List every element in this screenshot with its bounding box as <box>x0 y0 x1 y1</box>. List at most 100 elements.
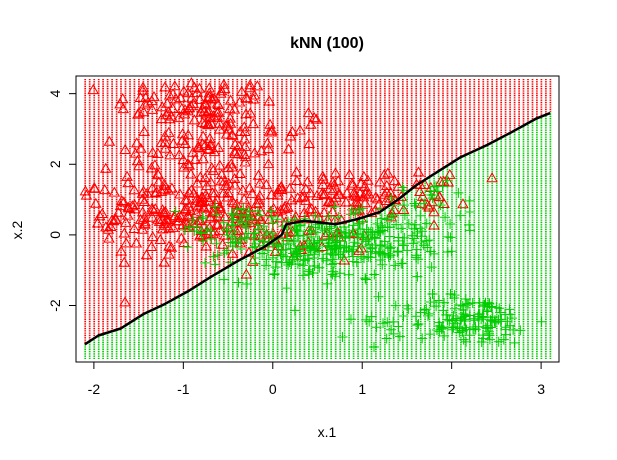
point-plus <box>365 227 376 238</box>
point-plus <box>276 257 287 268</box>
point-plus <box>393 246 404 257</box>
point-plus <box>219 274 230 285</box>
point-plus <box>329 258 340 269</box>
point-plus <box>444 315 455 326</box>
point-triangle <box>215 87 227 98</box>
point-plus <box>423 308 434 319</box>
point-triangle <box>266 124 278 135</box>
point-plus <box>445 219 456 230</box>
point-triangle <box>158 256 171 267</box>
point-plus <box>394 331 405 342</box>
point-triangle <box>217 187 230 198</box>
point-plus <box>455 315 466 326</box>
point-plus <box>421 304 432 315</box>
point-triangle <box>187 97 200 108</box>
point-triangle <box>138 125 150 136</box>
point-triangle <box>224 103 236 114</box>
point-triangle <box>233 140 245 151</box>
point-triangle <box>230 225 243 236</box>
point-triangle <box>148 91 160 102</box>
point-triangle <box>224 112 236 123</box>
point-plus <box>200 257 211 268</box>
point-triangle <box>233 96 246 107</box>
point-triangle <box>159 81 171 92</box>
point-plus <box>412 228 423 239</box>
point-plus <box>327 259 338 270</box>
point-triangle <box>416 190 429 201</box>
point-triangle <box>185 168 197 179</box>
point-triangle <box>117 103 130 114</box>
point-triangle <box>332 175 345 186</box>
point-triangle <box>386 207 398 218</box>
x-axis: -2 -1 0 1 2 3 <box>88 361 545 397</box>
point-triangle <box>243 82 256 93</box>
point-plus <box>393 321 404 332</box>
point-plus <box>252 220 263 231</box>
point-triangle <box>114 98 126 109</box>
point-triangle <box>303 137 315 149</box>
decision-boundary <box>84 111 551 346</box>
point-triangle <box>263 95 276 106</box>
point-plus <box>412 271 423 282</box>
point-triangle <box>178 108 191 119</box>
data-points <box>79 77 547 353</box>
point-triangle <box>346 177 359 188</box>
point-plus <box>266 205 277 216</box>
point-triangle <box>207 164 220 175</box>
point-triangle <box>220 128 233 139</box>
point-triangle <box>229 138 241 149</box>
point-plus <box>346 246 357 257</box>
point-triangle <box>193 142 206 153</box>
point-plus <box>498 334 509 345</box>
point-triangle <box>176 128 189 139</box>
point-plus <box>278 239 289 250</box>
point-plus <box>334 268 345 279</box>
point-plus <box>247 214 258 225</box>
point-triangle <box>210 218 223 229</box>
point-triangle <box>239 151 252 162</box>
point-triangle <box>185 92 198 103</box>
point-triangle <box>200 240 213 251</box>
point-plus <box>360 273 371 284</box>
point-triangle <box>137 106 150 117</box>
point-triangle <box>145 162 158 173</box>
point-triangle <box>308 112 321 123</box>
point-triangle <box>167 88 179 99</box>
point-plus <box>247 242 258 253</box>
point-triangle <box>204 132 216 143</box>
point-plus <box>261 226 272 237</box>
point-plus <box>481 323 492 334</box>
point-triangle <box>221 191 234 202</box>
point-triangle <box>428 206 440 217</box>
point-plus <box>310 243 321 254</box>
point-plus <box>424 235 435 246</box>
point-triangle <box>130 137 143 148</box>
point-triangle <box>79 185 92 196</box>
point-plus <box>431 301 442 312</box>
point-triangle <box>317 178 329 189</box>
point-plus <box>419 305 430 316</box>
point-triangle <box>146 202 158 213</box>
point-plus <box>333 211 344 222</box>
point-triangle <box>203 90 216 101</box>
point-triangle <box>282 201 294 212</box>
point-plus <box>208 251 219 262</box>
point-plus <box>384 231 395 242</box>
point-plus <box>258 221 269 232</box>
point-triangle <box>224 94 237 105</box>
point-triangle <box>192 141 204 152</box>
point-plus <box>445 289 456 300</box>
point-triangle <box>201 119 214 130</box>
point-plus <box>386 193 397 204</box>
point-plus <box>202 224 213 235</box>
point-triangle <box>176 102 188 113</box>
point-triangle <box>228 103 241 114</box>
point-triangle <box>159 130 171 141</box>
point-triangle <box>247 118 260 129</box>
point-plus <box>225 237 236 248</box>
point-triangle <box>137 81 149 92</box>
point-triangle <box>348 186 361 197</box>
point-triangle <box>149 203 162 214</box>
point-triangle <box>272 186 284 197</box>
point-plus <box>229 227 240 238</box>
